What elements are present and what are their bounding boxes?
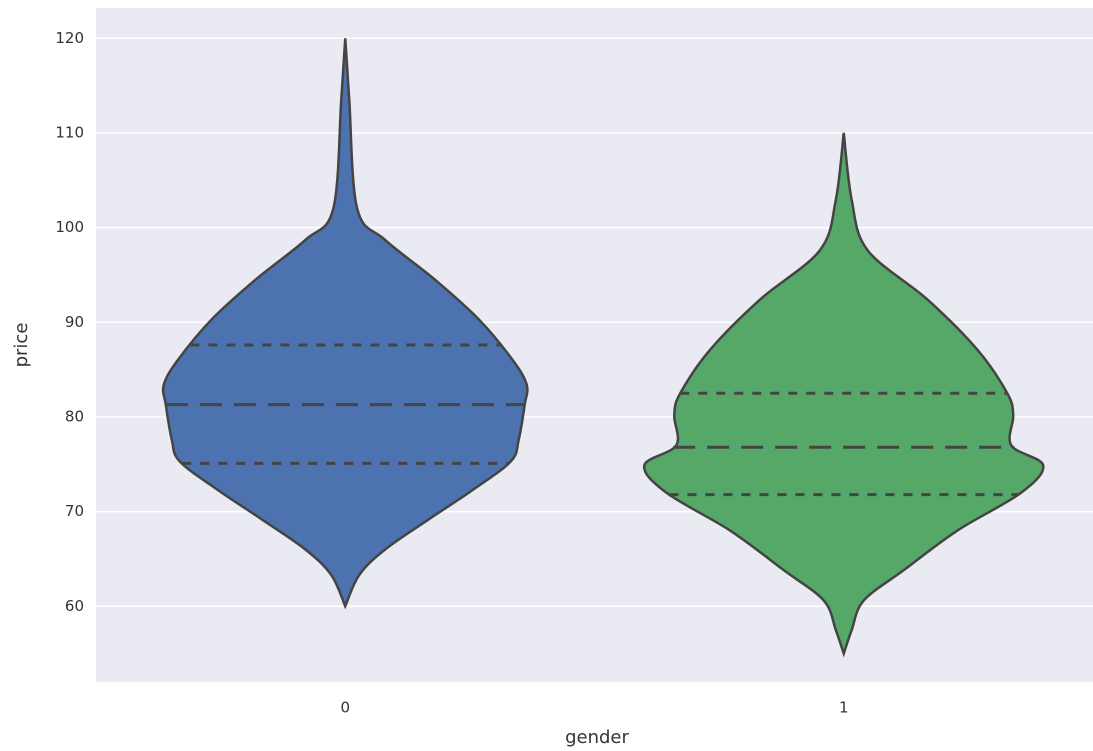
y-tick-label: 60	[65, 597, 84, 615]
x-tick-label: 0	[340, 699, 350, 717]
y-tick-label: 120	[55, 29, 84, 47]
y-tick-label: 70	[65, 502, 84, 520]
x-axis-label: gender	[565, 727, 629, 748]
y-tick-label: 100	[55, 218, 84, 236]
y-axis-label: price	[11, 323, 32, 368]
y-tick-label: 80	[65, 407, 84, 425]
y-tick-label: 90	[65, 313, 84, 331]
x-tick-label: 1	[839, 699, 849, 717]
y-tick-label: 110	[55, 123, 84, 141]
